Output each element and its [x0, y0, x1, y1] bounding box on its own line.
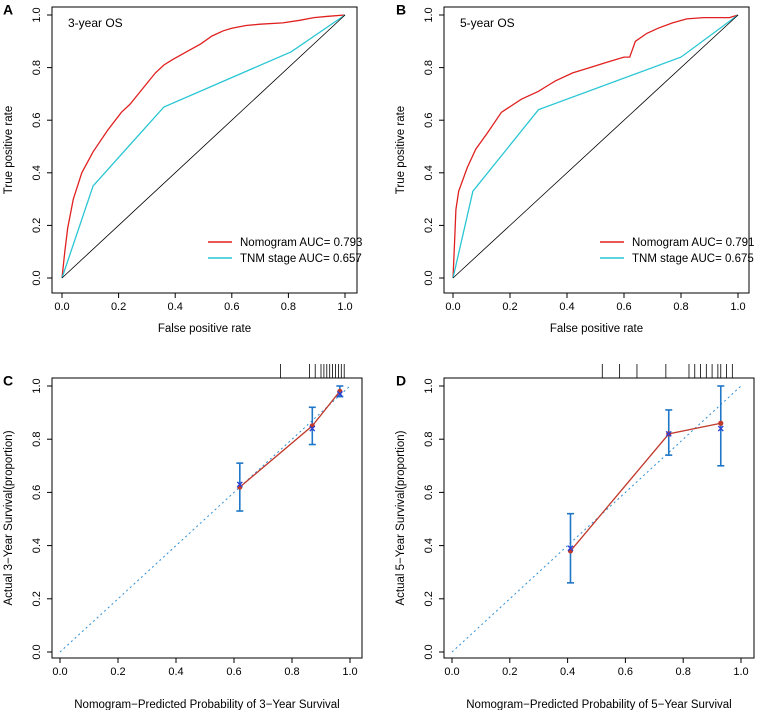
roc-line-tnm-stage [452, 14, 739, 279]
y-tick-label: 1.0 [423, 7, 435, 22]
x-tick-label: 0.6 [224, 301, 239, 313]
chart-title: 3-year OS [68, 16, 123, 30]
x-tick-label: 0.2 [110, 666, 125, 678]
ideal-calibration-line [59, 385, 351, 653]
y-tick-label: 0.4 [31, 165, 43, 180]
y-tick-label: 0.4 [423, 538, 435, 553]
x-tick-label: 0.8 [284, 666, 299, 678]
calibration-point [718, 420, 724, 426]
bias-corrected-marker [309, 425, 316, 432]
x-axis-label: False positive rate [550, 323, 643, 335]
chart-title: 5-year OS [460, 16, 515, 30]
x-tick-label: 0.6 [616, 301, 631, 313]
x-tick-label: 0.8 [673, 301, 688, 313]
x-tick-label: 0.4 [168, 666, 183, 678]
plot-frame [443, 377, 755, 659]
bias-corrected-marker [717, 425, 724, 432]
panel-b: B 0.0 0.2 0.4 0.6 0.8 1.0 0.0 0.2 0.4 0.6 0.8 1.0 Fal… [395, 2, 754, 335]
y-tick-label: 0.6 [31, 485, 43, 500]
y-axis-label: Actual 5−Year Survival(proportion) [395, 430, 407, 605]
y-tick-label: 0.8 [423, 432, 435, 447]
calibration-line [570, 422, 721, 552]
y-tick-label: 0.8 [31, 60, 43, 75]
x-tick-label: 1.0 [733, 666, 748, 678]
calibration-line [239, 390, 341, 488]
x-tick-label: 0.0 [444, 666, 459, 678]
x-axis-label: Nomogram−Predicted Probability of 3−Year… [74, 699, 340, 710]
panel-a: A 0.0 0.2 0.4 0.6 0.8 1.0 0.0 0.2 0.4 0.6 0.8 1.0 Fal… [3, 2, 362, 335]
legend-entry: Nomogram AUC= 0.793 [240, 237, 362, 249]
y-tick-label: 1.0 [31, 7, 43, 22]
y-tick-label: 0.4 [31, 538, 43, 553]
y-tick-label: 0.8 [423, 60, 435, 75]
x-tick-label: 0.6 [226, 666, 241, 678]
y-tick-label: 0.6 [423, 113, 435, 128]
plot-frame [443, 6, 750, 294]
plot-frame [51, 6, 358, 294]
x-tick-label: 0.6 [618, 666, 633, 678]
x-tick-label: 1.0 [730, 301, 745, 313]
y-tick-label: 0.2 [31, 218, 43, 233]
y-tick-label: 0.2 [423, 218, 435, 233]
bias-corrected-marker [336, 390, 343, 397]
legend-entry: TNM stage AUC= 0.657 [240, 253, 362, 265]
legend-entry: TNM stage AUC= 0.675 [632, 253, 754, 265]
roc-line-reference [452, 14, 739, 279]
y-tick-label: 0.2 [31, 591, 43, 606]
plot-frame [51, 377, 363, 659]
x-tick-label: 0.8 [281, 301, 296, 313]
roc-line-nomogram [452, 14, 739, 279]
x-tick-label: 0.0 [52, 666, 67, 678]
bias-corrected-marker [567, 545, 574, 552]
y-tick-label: 1.0 [423, 378, 435, 393]
panel-label: D [396, 373, 406, 389]
x-axis-label: Nomogram−Predicted Probability of 5−Year… [466, 699, 732, 710]
y-tick-label: 0.6 [31, 113, 43, 128]
x-tick-label: 1.0 [342, 666, 357, 678]
panel-d: D 0.0 0.2 0.4 0.6 0.8 1.0 0.0 0.2 0.4 0.6 0.8 1.0 Nom… [395, 364, 755, 710]
y-axis-label: Actual 3−Year Survival(proportion) [3, 430, 15, 605]
bias-corrected-marker [236, 481, 243, 488]
x-tick-label: 0.0 [54, 301, 69, 313]
roc-line-reference [61, 14, 346, 279]
panel-label: B [396, 2, 406, 18]
y-tick-label: 0.4 [423, 165, 435, 180]
y-tick-label: 0.2 [423, 591, 435, 606]
x-tick-label: 0.8 [676, 666, 691, 678]
bias-corrected-marker [665, 430, 672, 437]
x-tick-label: 1.0 [337, 301, 352, 313]
y-tick-label: 0.0 [423, 270, 435, 285]
y-axis-label: True positive rate [395, 106, 407, 194]
x-tick-label: 0.2 [111, 301, 126, 313]
x-tick-label: 0.0 [445, 301, 460, 313]
y-axis-label: True positive rate [3, 106, 15, 194]
panel-label: A [3, 2, 13, 18]
x-tick-label: 0.4 [560, 666, 575, 678]
y-tick-label: 0.0 [31, 270, 43, 285]
x-tick-label: 0.2 [502, 301, 517, 313]
roc-line-tnm-stage [61, 14, 346, 279]
x-tick-label: 0.4 [168, 301, 183, 313]
x-axis-label: False positive rate [158, 323, 251, 335]
legend-entry: Nomogram AUC= 0.791 [632, 237, 754, 249]
x-tick-label: 0.2 [502, 666, 517, 678]
panel-c: C 0.0 0.2 0.4 0.6 0.8 1.0 0.0 0.2 0.4 0.6 0.8 1.0 Nom… [3, 364, 363, 710]
y-tick-label: 0.8 [31, 432, 43, 447]
y-tick-label: 0.6 [423, 485, 435, 500]
y-tick-label: 0.0 [31, 644, 43, 659]
roc-line-nomogram [61, 14, 346, 279]
panel-label: C [3, 373, 13, 389]
y-tick-label: 0.0 [423, 644, 435, 659]
y-tick-label: 1.0 [31, 378, 43, 393]
x-tick-label: 0.4 [559, 301, 574, 313]
